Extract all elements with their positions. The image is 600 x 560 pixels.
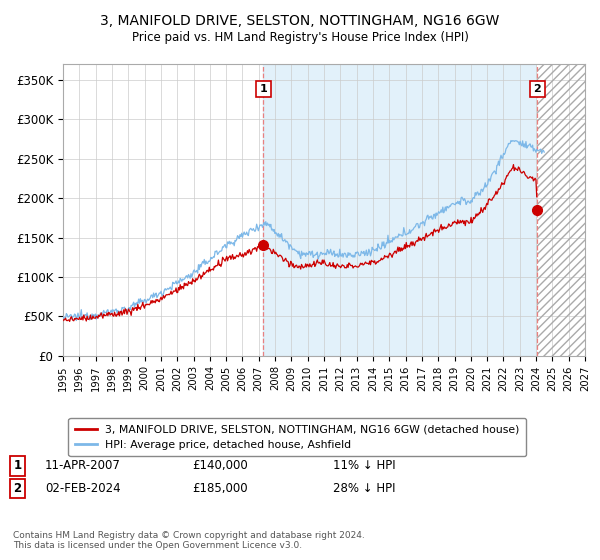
Text: 2: 2	[533, 84, 541, 94]
Bar	[538, 64, 585, 356]
Text: 2: 2	[13, 482, 22, 495]
Text: Price paid vs. HM Land Registry's House Price Index (HPI): Price paid vs. HM Land Registry's House …	[131, 31, 469, 44]
Text: Contains HM Land Registry data © Crown copyright and database right 2024.
This d: Contains HM Land Registry data © Crown c…	[13, 530, 365, 550]
Text: 11-APR-2007: 11-APR-2007	[45, 459, 121, 473]
Text: 11% ↓ HPI: 11% ↓ HPI	[333, 459, 395, 473]
Text: 02-FEB-2024: 02-FEB-2024	[45, 482, 121, 495]
Text: 28% ↓ HPI: 28% ↓ HPI	[333, 482, 395, 495]
Legend: 3, MANIFOLD DRIVE, SELSTON, NOTTINGHAM, NG16 6GW (detached house), HPI: Average : 3, MANIFOLD DRIVE, SELSTON, NOTTINGHAM, …	[68, 418, 526, 456]
Bar	[263, 64, 538, 356]
Bar	[538, 64, 585, 356]
Text: £140,000: £140,000	[192, 459, 248, 473]
Text: £185,000: £185,000	[192, 482, 248, 495]
Text: 1: 1	[13, 459, 22, 473]
Text: 1: 1	[259, 84, 267, 94]
Text: 3, MANIFOLD DRIVE, SELSTON, NOTTINGHAM, NG16 6GW: 3, MANIFOLD DRIVE, SELSTON, NOTTINGHAM, …	[100, 14, 500, 28]
